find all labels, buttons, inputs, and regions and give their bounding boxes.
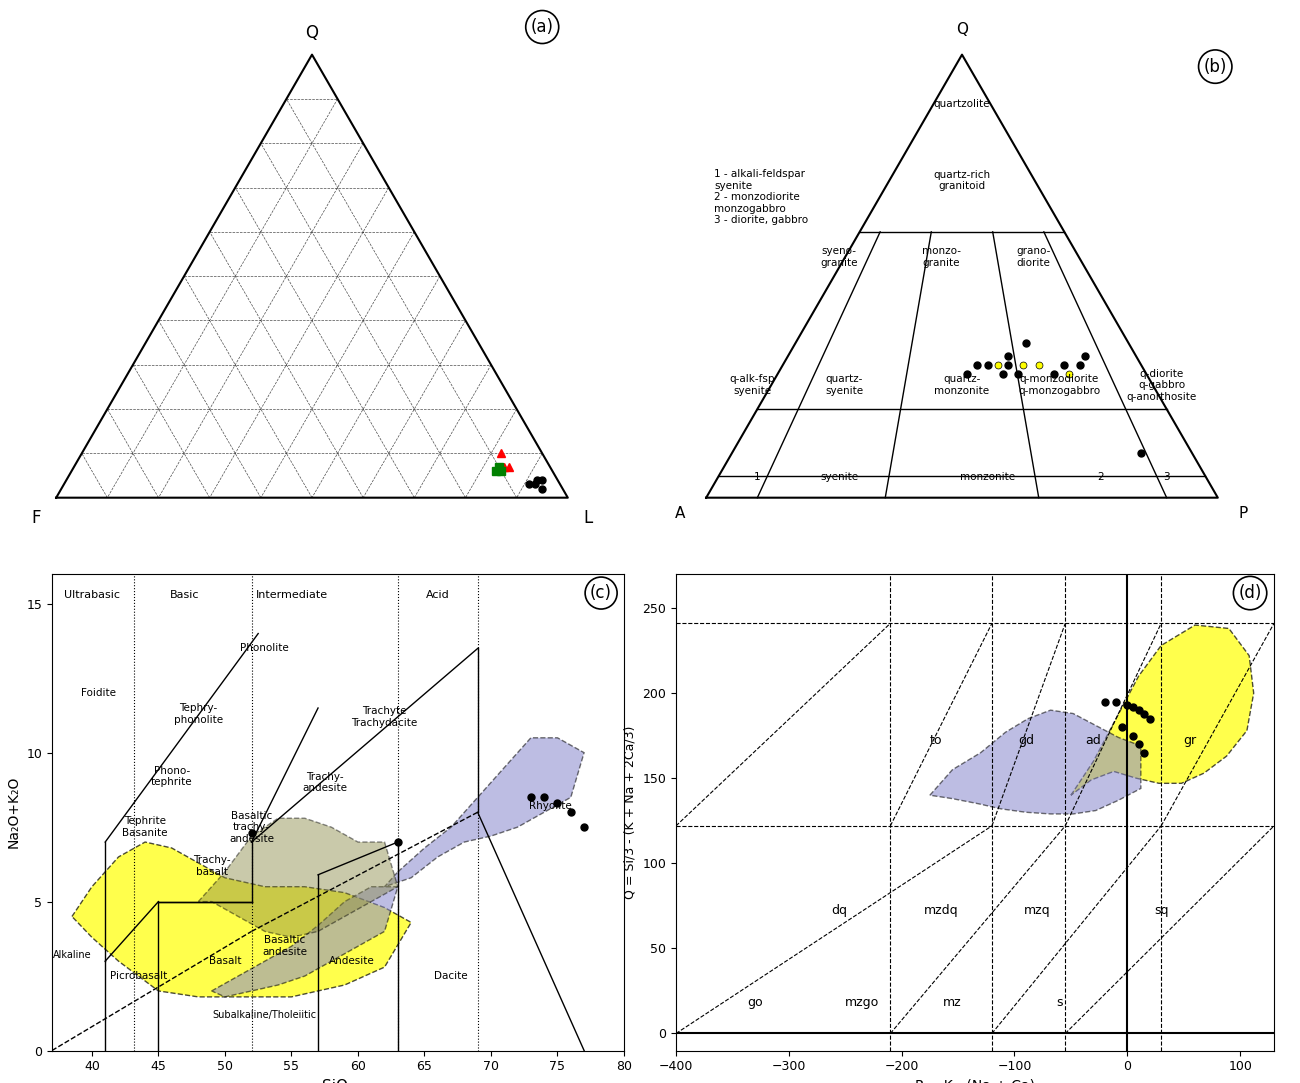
Text: Q: Q (306, 24, 318, 42)
Text: (b): (b) (1204, 57, 1227, 76)
Text: q-monzodiorite
q-monzogabbro: q-monzodiorite q-monzogabbro (1018, 375, 1100, 396)
Text: Andesite: Andesite (329, 956, 374, 966)
Polygon shape (199, 819, 398, 938)
Text: quartz-rich
granitoid: quartz-rich granitoid (933, 170, 991, 192)
Text: mzdq: mzdq (924, 904, 958, 917)
Text: Alkaline: Alkaline (52, 950, 91, 961)
Text: Subalkaline/Tholeiitic: Subalkaline/Tholeiitic (213, 1009, 317, 1020)
Text: Ultrabasic: Ultrabasic (64, 590, 120, 600)
Text: syeno-
granite: syeno- granite (820, 247, 858, 268)
Text: (d): (d) (1239, 584, 1262, 602)
Text: Picrobasalt: Picrobasalt (109, 971, 168, 981)
Text: 2: 2 (1097, 472, 1104, 482)
Text: Trachy-
basalt: Trachy- basalt (192, 856, 230, 876)
X-axis label: SiO₂: SiO₂ (322, 1079, 354, 1083)
Text: 3: 3 (1164, 472, 1170, 482)
Text: Intermediate: Intermediate (255, 590, 328, 600)
Text: Basic: Basic (170, 590, 200, 600)
Text: q-diorite
q-gabbro
q-anorthosite: q-diorite q-gabbro q-anorthosite (1126, 368, 1196, 402)
Text: (a): (a) (530, 18, 554, 36)
Text: dq: dq (832, 904, 848, 917)
Text: mzgo: mzgo (845, 996, 879, 1009)
Text: Trachyte
Trachydacite: Trachyte Trachydacite (351, 706, 417, 728)
Text: Phonolite: Phonolite (240, 643, 289, 653)
Y-axis label: Na₂O+K₂O: Na₂O+K₂O (6, 777, 21, 848)
Text: monzo-
granite: monzo- granite (922, 247, 961, 268)
Text: Trachy-
andesite: Trachy- andesite (302, 772, 347, 793)
Text: Foidite: Foidite (81, 688, 116, 699)
Text: mzq: mzq (1023, 904, 1050, 917)
Polygon shape (212, 887, 398, 996)
Text: s: s (1057, 996, 1063, 1009)
Text: monzonite: monzonite (959, 472, 1015, 482)
Text: Phono-
tephrite: Phono- tephrite (151, 766, 192, 787)
Y-axis label: Q = Si/3 - (K + Na + 2Ca/3): Q = Si/3 - (K + Na + 2Ca/3) (624, 726, 637, 899)
Text: to: to (930, 734, 941, 747)
Text: Basaltic
trachy-
andesite: Basaltic trachy- andesite (229, 810, 274, 844)
Text: go: go (747, 996, 763, 1009)
Text: Dacite: Dacite (434, 971, 468, 981)
Text: quartz-
syenite: quartz- syenite (826, 375, 863, 396)
Text: quartz-
monzonite: quartz- monzonite (935, 375, 989, 396)
Text: 1 - alkali-feldspar
syenite
2 - monzodiorite
monzogabbro
3 - diorite, gabbro: 1 - alkali-feldspar syenite 2 - monzodio… (715, 169, 809, 225)
Text: syenite: syenite (820, 472, 858, 482)
Text: Rhyolite: Rhyolite (529, 801, 572, 811)
Text: Tephry-
phonolite: Tephry- phonolite (174, 703, 222, 725)
Text: Basaltic
andesite: Basaltic andesite (263, 936, 307, 957)
Text: Basalt: Basalt (209, 956, 242, 966)
Text: quartzolite: quartzolite (933, 99, 991, 108)
Text: sq: sq (1154, 904, 1169, 917)
Polygon shape (930, 710, 1141, 814)
Polygon shape (72, 843, 411, 996)
Text: gd: gd (1018, 734, 1034, 747)
Text: A: A (676, 506, 685, 521)
Text: Q: Q (956, 23, 968, 37)
Text: Tephrite
Basanite: Tephrite Basanite (122, 817, 168, 838)
Text: (c): (c) (590, 584, 612, 602)
Text: 1: 1 (754, 472, 760, 482)
Text: gr: gr (1183, 734, 1196, 747)
Text: grano-
diorite: grano- diorite (1017, 247, 1050, 268)
Polygon shape (385, 738, 584, 887)
Text: F: F (31, 509, 40, 527)
Text: Acid: Acid (426, 590, 450, 600)
Text: ad: ad (1086, 734, 1101, 747)
Text: L: L (584, 509, 593, 527)
Text: P: P (1239, 506, 1248, 521)
Text: q-alk-fsp
syenite: q-alk-fsp syenite (729, 375, 775, 396)
Polygon shape (1071, 625, 1253, 795)
Text: mz: mz (942, 996, 962, 1009)
X-axis label: P = K - (Na + Ca): P = K - (Na + Ca) (915, 1079, 1035, 1083)
